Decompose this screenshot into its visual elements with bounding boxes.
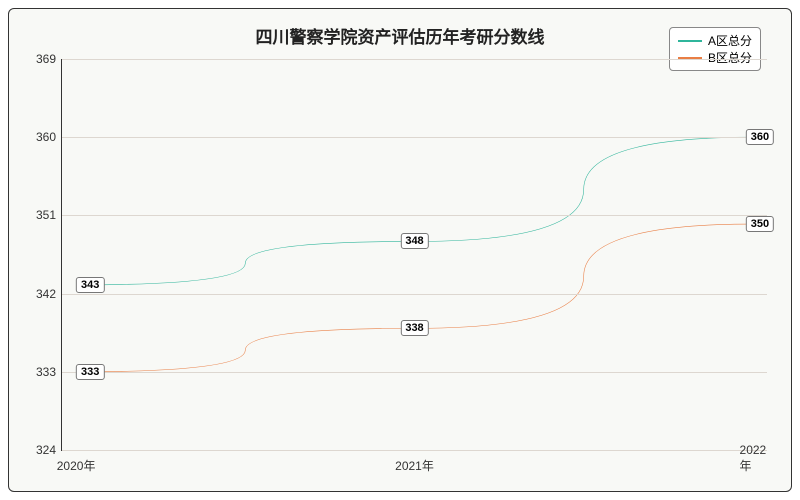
data-label: 333 xyxy=(76,364,104,380)
y-tick-label: 369 xyxy=(22,52,56,66)
gridline xyxy=(62,215,767,216)
legend-label-a: A区总分 xyxy=(708,32,752,49)
y-tick-label: 333 xyxy=(22,365,56,379)
chart-container: 四川警察学院资产评估历年考研分数线 A区总分 B区总分 324333342351… xyxy=(8,8,792,492)
x-tick-label: 2021年 xyxy=(395,457,434,474)
data-label: 338 xyxy=(400,320,428,336)
gridline xyxy=(62,137,767,138)
gridline xyxy=(62,294,767,295)
gridline xyxy=(62,372,767,373)
data-label: 360 xyxy=(746,129,774,145)
x-tick-label: 2020年 xyxy=(57,457,96,474)
legend-item-a: A区总分 xyxy=(678,32,752,49)
line-layer xyxy=(62,59,767,450)
x-tick-label: 2022年 xyxy=(740,443,767,474)
y-tick-label: 324 xyxy=(22,443,56,457)
legend-swatch-a xyxy=(678,40,702,42)
y-tick-label: 360 xyxy=(22,130,56,144)
data-label: 350 xyxy=(746,216,774,232)
gridline xyxy=(62,450,767,451)
data-label: 343 xyxy=(76,277,104,293)
plot-area: 3243333423513603692020年2021年2022年3433483… xyxy=(61,59,767,451)
y-tick-label: 351 xyxy=(22,208,56,222)
gridline xyxy=(62,59,767,60)
data-label: 348 xyxy=(400,233,428,249)
y-tick-label: 342 xyxy=(22,287,56,301)
series-line xyxy=(76,137,753,285)
